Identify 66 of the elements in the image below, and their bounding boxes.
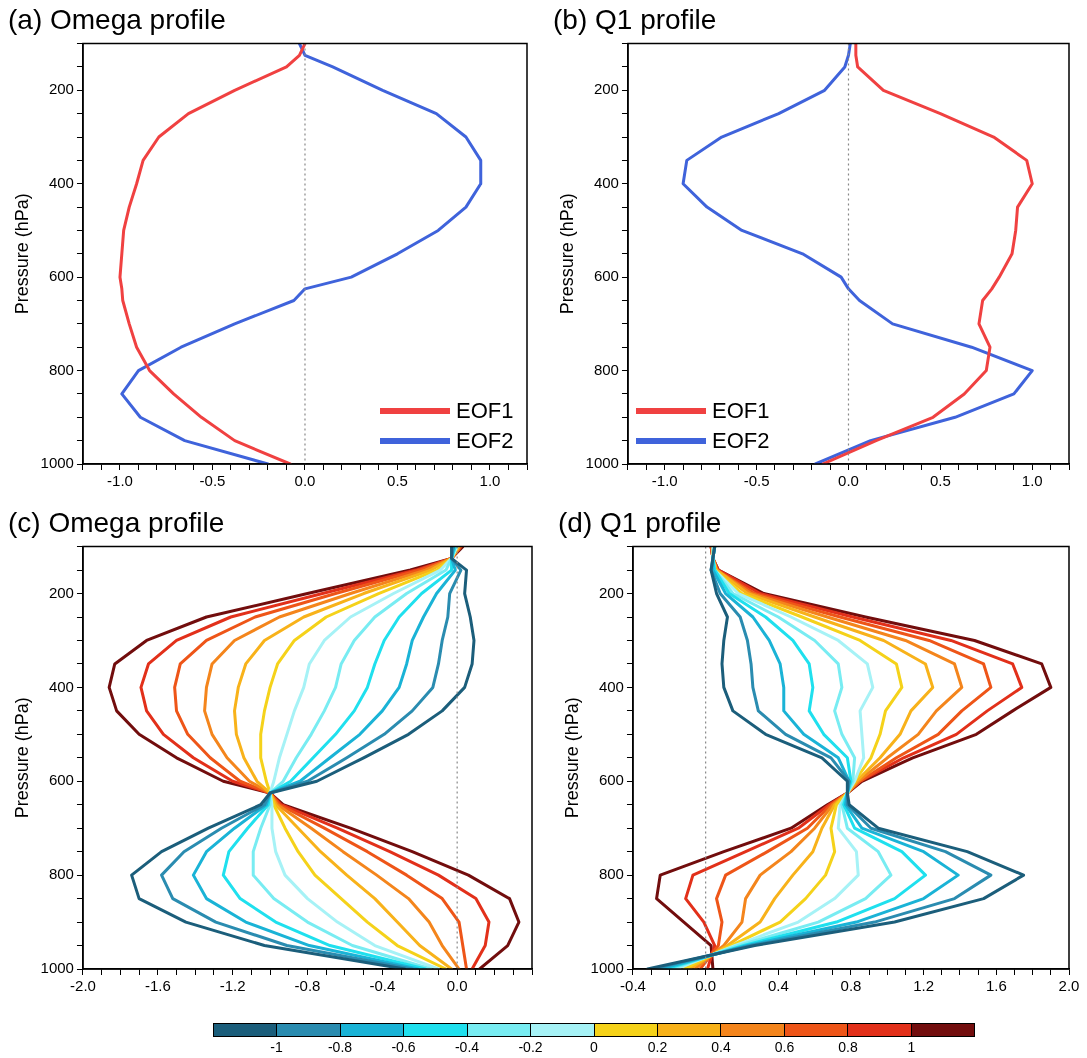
color-bar-label: -0.6 <box>391 1039 416 1055</box>
x-tick-label: 0.5 <box>929 472 951 490</box>
y-tick-label: 800 <box>593 360 619 378</box>
x-tick-label: 1.0 <box>479 472 501 490</box>
y-tick-label: 800 <box>48 865 74 883</box>
color-bar-label: 0.6 <box>774 1039 795 1055</box>
chart-title: (b) Q1 profile <box>553 3 717 35</box>
x-tick-label: 0.4 <box>767 977 789 995</box>
x-tick-label: -1.0 <box>651 472 678 490</box>
color-bar-label: -1 <box>270 1039 283 1055</box>
color-bar-label: 0.4 <box>711 1039 731 1055</box>
x-tick-label: -2.0 <box>70 977 96 995</box>
x-tick-label: 0.5 <box>387 472 408 490</box>
x-tick-label: 0.0 <box>294 472 316 490</box>
y-axis-title: Pressure (hPa) <box>11 697 32 819</box>
color-bar-label: -0.4 <box>454 1039 480 1055</box>
y-tick-label: 1000 <box>40 959 74 977</box>
legend-label: EOF1 <box>456 397 514 425</box>
y-tick-label: 200 <box>48 80 74 98</box>
y-tick-label: 800 <box>48 360 74 378</box>
color-bar-label: 0 <box>590 1039 598 1055</box>
x-tick-label: 0.0 <box>838 472 859 490</box>
x-tick-label: -0.5 <box>199 472 226 490</box>
x-tick-label: 1.0 <box>1021 472 1043 490</box>
legend-label: EOF1 <box>711 397 770 425</box>
chart-title: (a) Omega profile <box>8 3 226 35</box>
y-tick-label: 200 <box>48 583 74 601</box>
x-tick-label: -1.0 <box>107 472 133 490</box>
y-tick-label: 200 <box>598 583 624 601</box>
y-tick-label: 600 <box>48 267 74 285</box>
color-bar-label: -0.8 <box>327 1039 353 1055</box>
y-tick-label: 400 <box>593 173 619 191</box>
chart-title: (c) Omega profile <box>8 506 225 538</box>
x-tick-label: -0.8 <box>294 977 321 995</box>
y-tick-label: 600 <box>598 771 624 789</box>
color-bar-label: 0.2 <box>647 1039 668 1055</box>
y-tick-label: 800 <box>598 865 624 883</box>
x-tick-label: -0.4 <box>620 977 646 995</box>
y-axis-title: Pressure (hPa) <box>11 193 32 315</box>
color-bar-label: 0.8 <box>838 1039 858 1055</box>
legend-label: EOF2 <box>711 427 770 455</box>
x-tick-label: 1.6 <box>985 977 1007 995</box>
x-tick-label: 0.0 <box>446 977 468 995</box>
chart-title: (d) Q1 profile <box>558 506 722 538</box>
color-bar-label: 1 <box>907 1039 916 1055</box>
color-bar-label: -0.2 <box>518 1039 543 1055</box>
y-tick-label: 400 <box>598 677 624 695</box>
y-tick-label: 400 <box>48 677 74 695</box>
x-tick-label: -0.5 <box>743 472 770 490</box>
y-tick-label: 600 <box>48 771 74 789</box>
y-axis-title: Pressure (hPa) <box>556 193 577 315</box>
x-tick-label: 1.2 <box>913 977 935 995</box>
y-tick-label: 1000 <box>585 454 619 472</box>
x-tick-label: 2.0 <box>1058 977 1080 995</box>
x-tick-label: -0.4 <box>369 977 396 995</box>
x-tick-label: -1.2 <box>219 977 246 995</box>
y-tick-label: 600 <box>593 267 619 285</box>
y-tick-label: 400 <box>48 173 74 191</box>
y-tick-label: 200 <box>593 80 619 98</box>
y-tick-label: 1000 <box>590 959 624 977</box>
x-tick-label: 0.0 <box>695 977 717 995</box>
x-tick-label: 0.8 <box>840 977 862 995</box>
y-tick-label: 1000 <box>40 454 74 472</box>
y-axis-title: Pressure (hPa) <box>561 697 582 819</box>
x-tick-label: -1.6 <box>144 977 171 995</box>
legend-label: EOF2 <box>456 427 514 455</box>
